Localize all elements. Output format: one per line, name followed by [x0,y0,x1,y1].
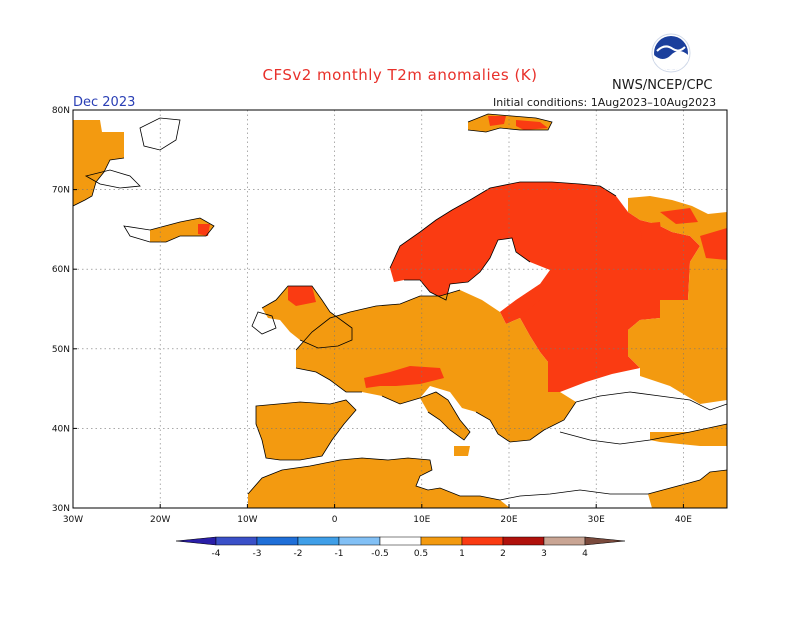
longitude-ticks: 30W 20W 10W 0 10E 20E 30E 40E [63,504,692,525]
colorbar-swatch [297,536,340,546]
colorbar-swatch [215,536,258,546]
colorbar-label: -4 [212,549,221,559]
anomaly-region-alps [364,366,444,388]
chart-title: CFSv2 monthly T2m anomalies (K) [262,66,538,84]
lat-tick-label: 30N [52,504,70,514]
anomaly-region-svalbard-warm [488,116,548,130]
colorbar-swatch [461,536,504,546]
lon-tick-label: 10W [237,515,257,525]
colorbar-label: 4 [582,549,588,559]
lon-tick-label: 0 [332,515,338,525]
colorbar-swatch [502,536,545,546]
noaa-logo [651,33,691,73]
valid-month: Dec 2023 [73,95,136,110]
colorbar-swatch [543,536,586,546]
anomaly-region-sicily [454,446,470,456]
latitude-ticks: 30N 40N 50N 60N 70N 80N [52,106,77,514]
anomaly-region-scandinavia-russia [390,182,700,392]
colorbar-swatch [338,536,381,546]
anomaly-region-central-europe [296,290,576,442]
lat-tick-label: 70N [52,186,70,196]
anomaly-region-north-africa [248,458,510,508]
colorbar: -4 -3 -2 -1 -0.5 0.5 1 2 3 4 [175,536,626,559]
anomaly-region-egypt-levant [648,424,727,508]
lat-tick-label: 40N [52,424,70,434]
anomaly-region-greenland [73,120,124,206]
colorbar-arrow-low [175,536,217,546]
lon-tick-label: 30W [63,515,83,525]
lon-tick-label: 20E [500,515,517,525]
colorbar-label: 2 [500,549,506,559]
colorbar-label: 0.5 [414,549,428,559]
lon-tick-label: 30E [588,515,605,525]
colorbar-label: -0.5 [371,549,389,559]
colorbar-label: -1 [335,549,344,559]
agency-label: NWS/NCEP/CPC [612,78,713,93]
colorbar-swatch [256,536,299,546]
anomaly-region-iceland-warm [198,224,210,236]
graticule [73,110,727,508]
colorbar-swatch [379,536,422,546]
lat-tick-label: 50N [52,345,70,355]
colorbar-label: 3 [541,549,547,559]
colorbar-label: -2 [294,549,303,559]
colorbar-label: -3 [253,549,262,559]
lat-tick-label: 60N [52,265,70,275]
anomaly-region-baltic-warm [500,284,540,318]
colorbar-label: 1 [459,549,465,559]
anomaly-region-scotland-warm [288,286,316,306]
coastlines [73,113,727,501]
anomaly-region-italy [420,392,470,440]
lon-tick-label: 40E [675,515,692,525]
colorbar-arrow-high [584,536,626,546]
lat-tick-label: 80N [52,106,70,116]
colorbar-swatch [420,536,463,546]
anomaly-region-east-russia [628,196,727,404]
map-frame [72,109,728,509]
anomaly-region-east-russia-warm [640,208,727,260]
lon-tick-label: 20W [150,515,170,525]
anomaly-region-iberia [256,400,356,460]
lon-tick-label: 10E [413,515,430,525]
anomaly-region-uk [262,286,352,348]
initial-conditions: Initial conditions: 1Aug2023–10Aug2023 [493,96,717,109]
